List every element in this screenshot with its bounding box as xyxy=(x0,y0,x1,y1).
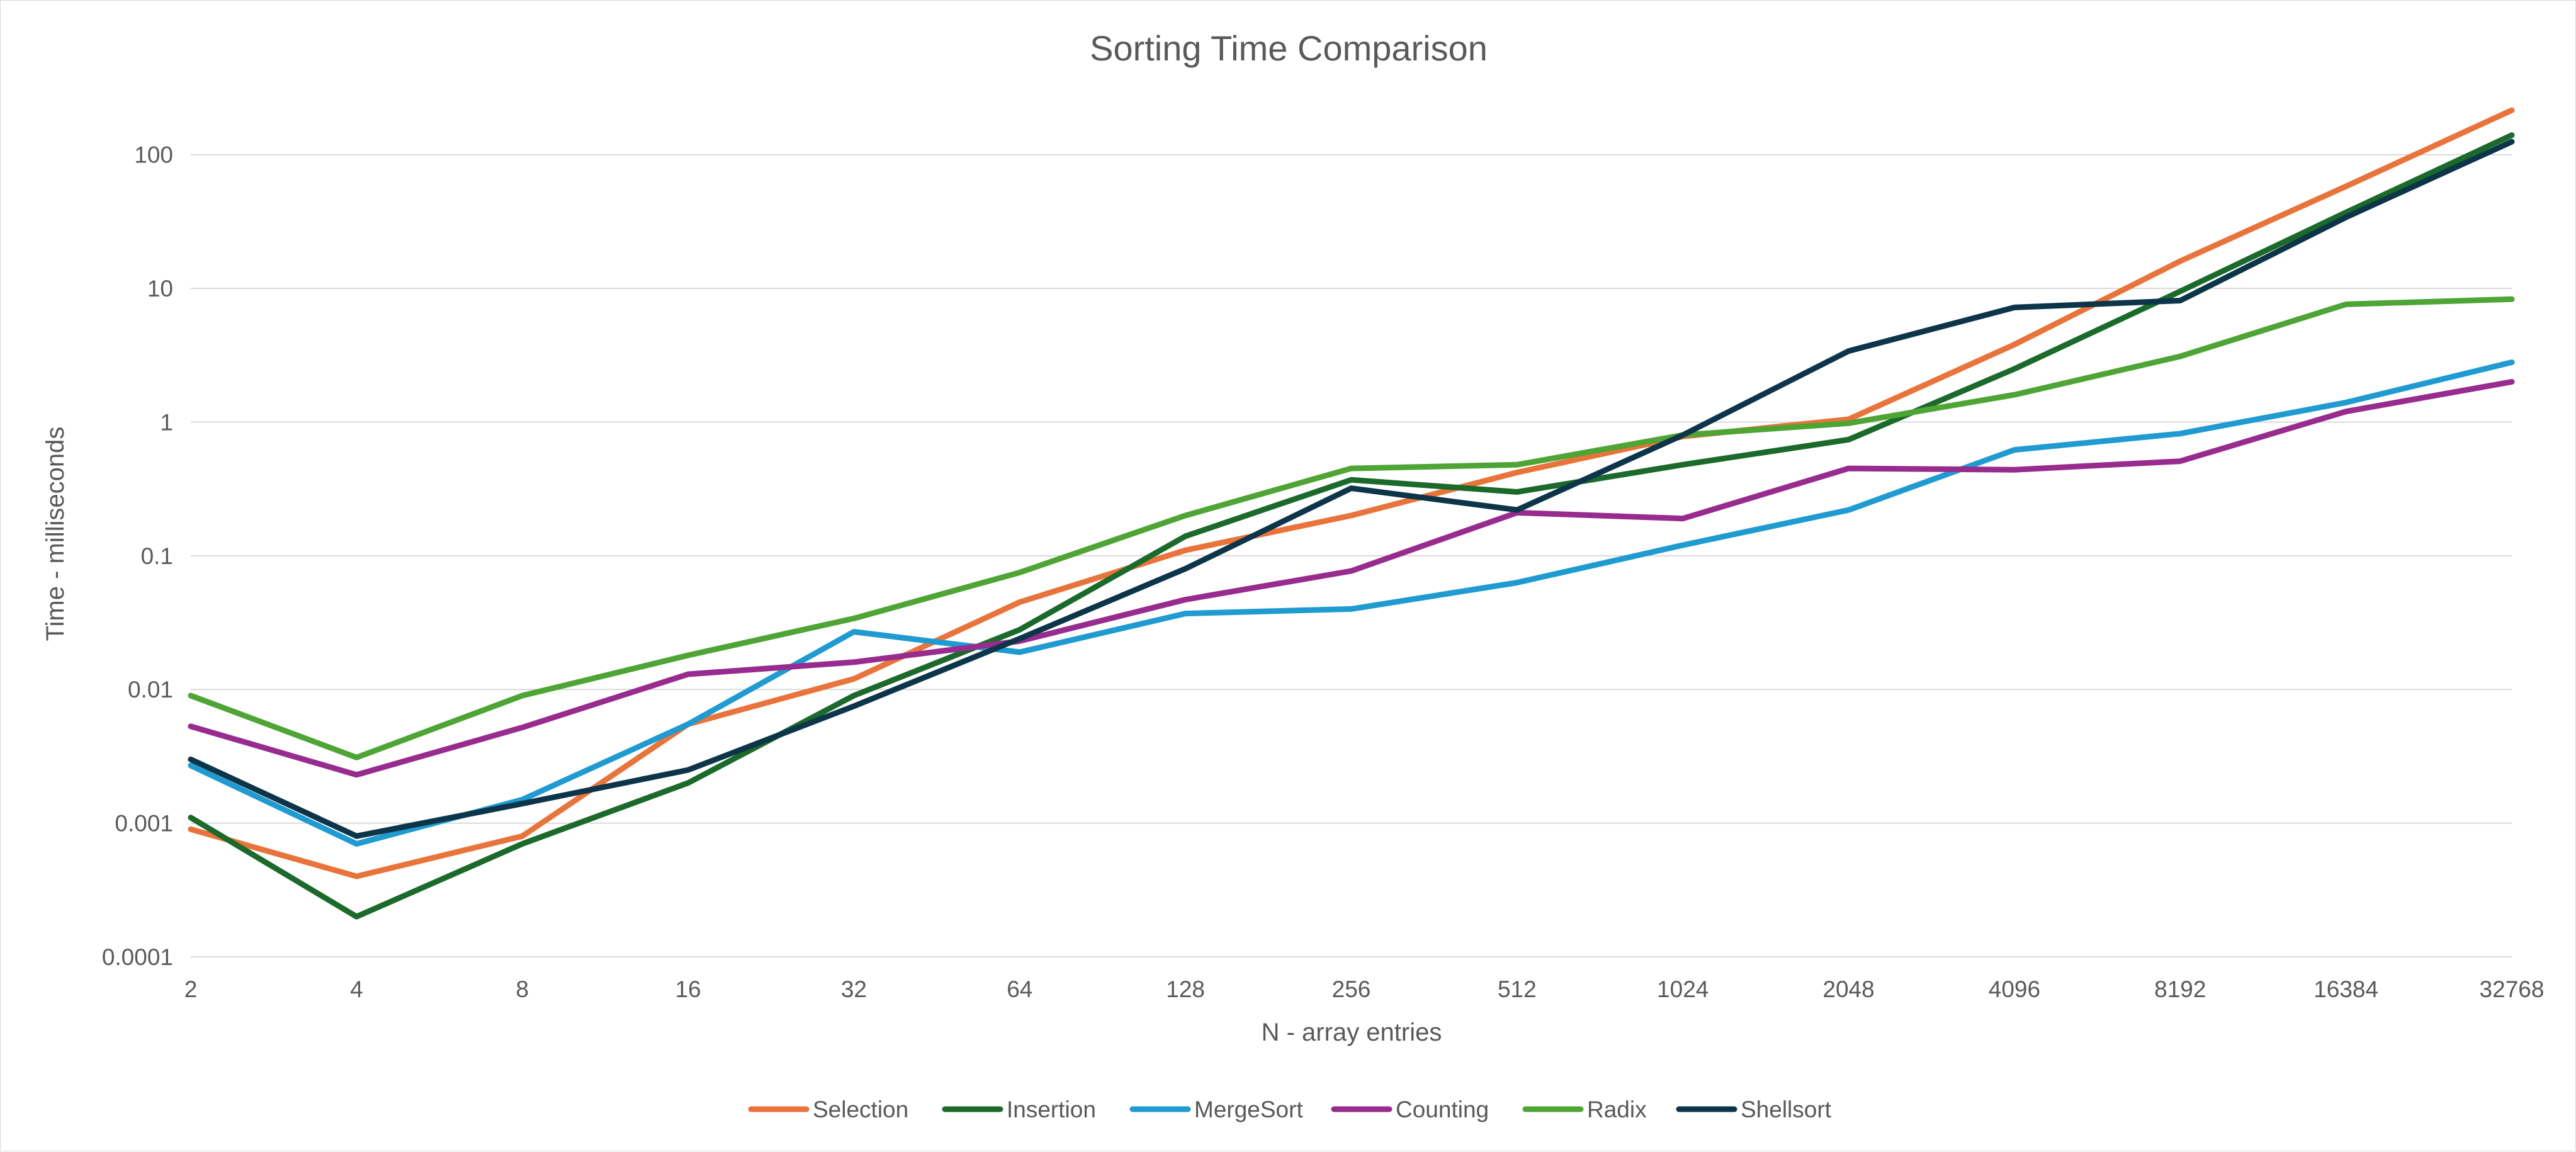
series-line-counting xyxy=(188,379,2515,778)
y-tick-label: 100 xyxy=(134,142,173,168)
x-tick-label: 16 xyxy=(675,976,701,1002)
x-tick-label: 256 xyxy=(1332,976,1371,1002)
y-tick-label: 0.01 xyxy=(128,677,173,703)
series-line-insertion xyxy=(188,132,2515,920)
legend-label-counting: Counting xyxy=(1396,1097,1489,1122)
legend-label-radix: Radix xyxy=(1587,1097,1647,1122)
y-axis-title: Time - milliseconds xyxy=(42,427,69,641)
series-line-shellsort xyxy=(188,138,2515,839)
x-tick-label: 16384 xyxy=(2313,976,2378,1002)
x-tick-label: 2 xyxy=(184,976,198,1002)
x-tick-label: 1024 xyxy=(1657,976,1709,1002)
y-tick-label: 0.001 xyxy=(115,811,173,837)
chart-title: Sorting Time Comparison xyxy=(1090,28,1488,68)
x-tick-label: 512 xyxy=(1498,976,1537,1002)
legend-label-shellsort: Shellsort xyxy=(1741,1097,1832,1122)
x-axis-ticks: 2 4 8 16 32 64 128 256 512 1024 2048 4096 8192 16384 3… xyxy=(184,976,2545,1002)
legend-label-selection: Selection xyxy=(813,1097,908,1122)
y-axis-ticks: 0.0001 0.001 0.01 0.1 1 10 100 xyxy=(102,142,173,970)
y-tick-label: 0.1 xyxy=(141,543,173,569)
series-lines xyxy=(188,107,2515,920)
x-tick-label: 2048 xyxy=(1822,976,1874,1002)
x-tick-label: 8192 xyxy=(2154,976,2206,1002)
y-tick-label: 0.0001 xyxy=(102,944,173,970)
x-tick-label: 32 xyxy=(841,976,867,1002)
legend: Selection Insertion MergeSort Counting Radix… xyxy=(748,1097,1832,1122)
x-tick-label: 8 xyxy=(516,976,529,1002)
x-tick-label: 32768 xyxy=(2480,976,2545,1002)
y-tick-label: 1 xyxy=(160,409,173,435)
x-axis-title: N - array entries xyxy=(1262,1019,1442,1046)
x-tick-label: 128 xyxy=(1166,976,1205,1002)
x-tick-label: 4096 xyxy=(1989,976,2040,1002)
series-line-radix xyxy=(188,296,2515,760)
series-line-mergesort xyxy=(188,359,2515,847)
y-tick-label: 10 xyxy=(147,276,173,302)
legend-label-mergesort: MergeSort xyxy=(1194,1097,1303,1122)
legend-label-insertion: Insertion xyxy=(1007,1097,1096,1122)
x-tick-label: 4 xyxy=(350,976,363,1002)
series-line-selection xyxy=(188,107,2515,879)
x-tick-label: 64 xyxy=(1007,976,1032,1002)
